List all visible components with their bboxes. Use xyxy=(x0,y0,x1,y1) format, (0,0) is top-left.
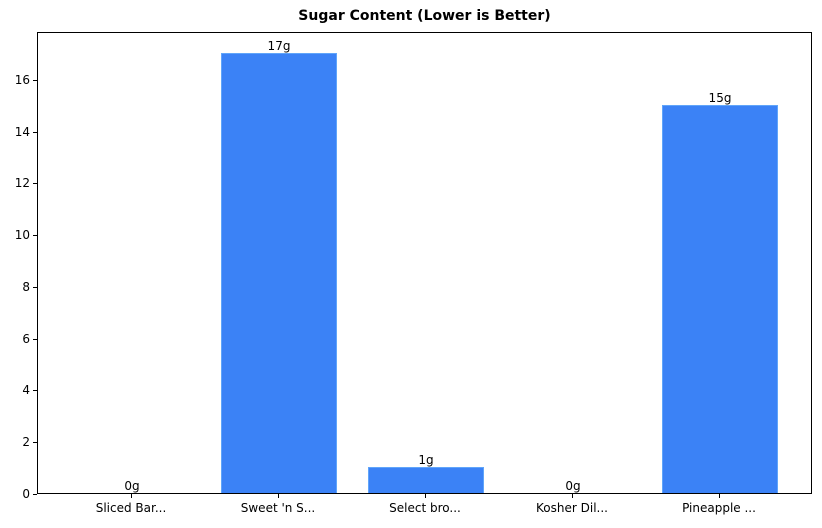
plot-area: 0g 17g 1g 0g 15g xyxy=(37,32,812,494)
y-tick xyxy=(33,390,37,392)
y-tick-label: 14 xyxy=(14,124,30,139)
y-tick xyxy=(33,131,37,133)
y-tick xyxy=(33,235,37,237)
bar xyxy=(662,104,778,493)
bar-value-label: 17g xyxy=(267,39,291,53)
x-tick-label: Sliced Bar... xyxy=(95,501,167,515)
bar-value-label: 1g xyxy=(418,453,434,468)
x-tick-label: Kosher Dil... xyxy=(536,501,608,515)
y-tick-label: 16 xyxy=(14,72,30,87)
x-tick xyxy=(719,494,720,498)
x-tick xyxy=(131,494,132,498)
y-tick-label: 0 xyxy=(22,487,30,501)
x-tick-label: Select bro... xyxy=(389,501,461,515)
y-tick xyxy=(33,494,37,495)
y-tick xyxy=(33,338,37,340)
bar-value-label: 15g xyxy=(708,90,732,105)
x-tick xyxy=(572,494,573,498)
x-tick-label: Pineapple ... xyxy=(682,501,756,515)
y-tick xyxy=(33,79,37,81)
x-tick xyxy=(425,494,426,498)
y-tick-label: 2 xyxy=(22,435,30,450)
y-tick-label: 10 xyxy=(14,228,30,243)
chart-title: Sugar Content (Lower is Better) xyxy=(298,8,551,24)
y-tick-label: 8 xyxy=(22,279,30,294)
bar-value-label: 0g xyxy=(124,479,140,493)
x-tick-label: Sweet 'n S... xyxy=(240,501,316,515)
y-tick-label: 12 xyxy=(14,176,30,191)
y-tick-label: 6 xyxy=(22,331,30,346)
x-tick xyxy=(278,494,279,498)
y-tick xyxy=(33,183,37,185)
bar xyxy=(221,53,337,493)
bar xyxy=(368,467,484,493)
y-tick xyxy=(33,442,37,444)
y-tick-label: 4 xyxy=(22,383,30,398)
y-tick xyxy=(33,286,37,288)
bar-value-label: 0g xyxy=(565,479,581,493)
